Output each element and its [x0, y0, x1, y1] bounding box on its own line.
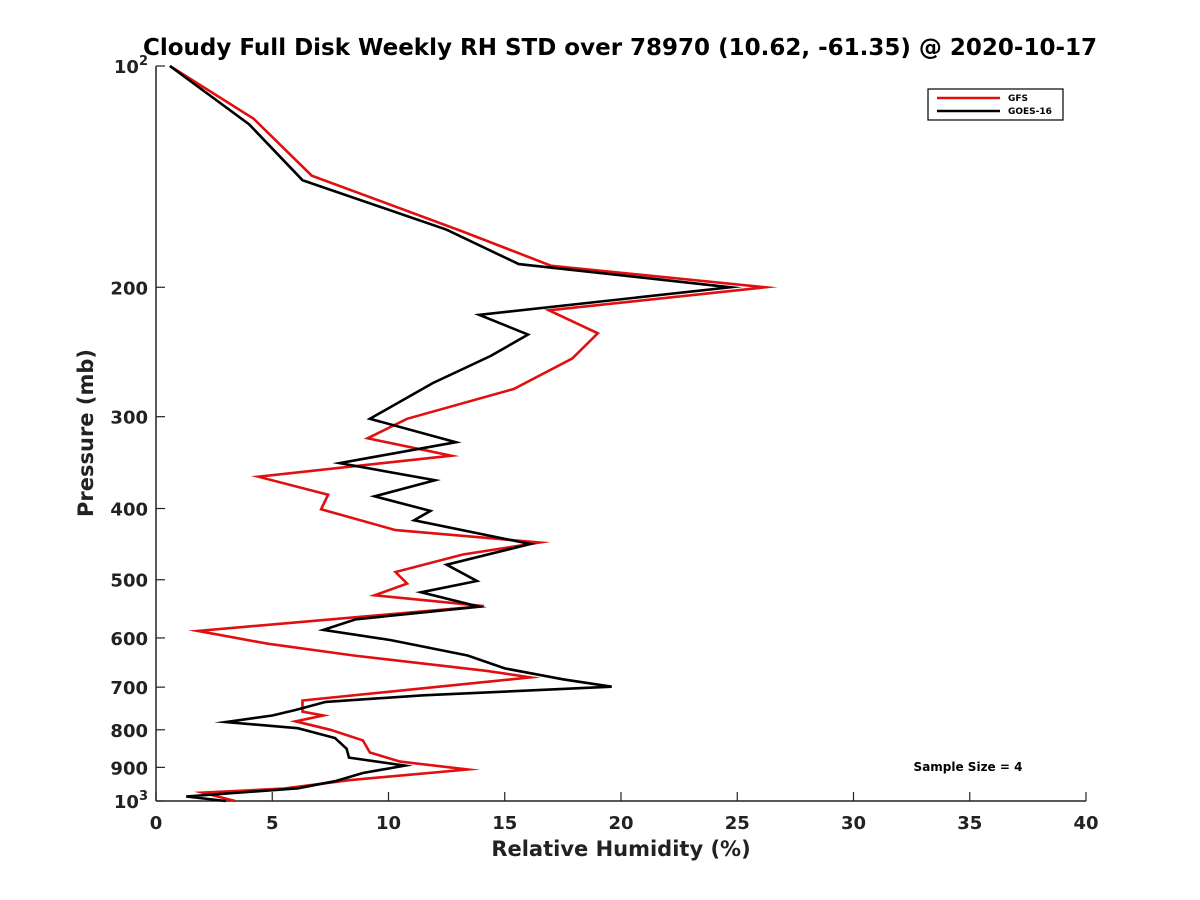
y-tick-label: 800	[110, 721, 148, 742]
y-tick-label: 200	[110, 278, 148, 299]
legend-box	[927, 88, 1064, 121]
y-tick-label: 500	[110, 571, 148, 592]
sample-size-annotation: Sample Size = 4	[914, 760, 1023, 774]
x-tick-label: 35	[957, 813, 982, 834]
legend-label-gfs: GFS	[1008, 94, 1028, 104]
y-tick-label: 400	[110, 500, 148, 521]
y-tick-label: 300	[110, 408, 148, 429]
legend-label-goes16: GOES-16	[1008, 107, 1052, 117]
legend: GFS GOES-16	[927, 88, 1064, 121]
x-tick-label: 20	[608, 813, 633, 834]
series-line-goes16	[169, 64, 743, 803]
series-layer	[169, 64, 778, 803]
y-tick-label: 900	[110, 758, 148, 779]
x-tick-label: 30	[841, 813, 866, 834]
series-line-gfs	[169, 64, 778, 803]
y-tick-label: 102	[114, 54, 148, 78]
y-ticks: 102 200 300 400 500 600 700 800 900 103	[110, 54, 165, 813]
y-tick-label: 103	[114, 789, 148, 813]
y-tick-label: 700	[110, 678, 148, 699]
x-tick-label: 10	[376, 813, 401, 834]
x-tick-label: 40	[1073, 813, 1098, 834]
chart-title: Cloudy Full Disk Weekly RH STD over 7897…	[143, 35, 1097, 61]
x-ticks: 0 5 10 15 20 25 30 35 40	[150, 792, 1099, 834]
x-tick-label: 15	[492, 813, 517, 834]
x-tick-label: 25	[725, 813, 750, 834]
y-tick-label: 600	[110, 629, 148, 650]
x-axis-label: Relative Humidity (%)	[491, 837, 750, 861]
x-tick-label: 5	[266, 813, 279, 834]
y-axis-label: Pressure (mb)	[74, 349, 98, 517]
x-tick-label: 0	[150, 813, 163, 834]
